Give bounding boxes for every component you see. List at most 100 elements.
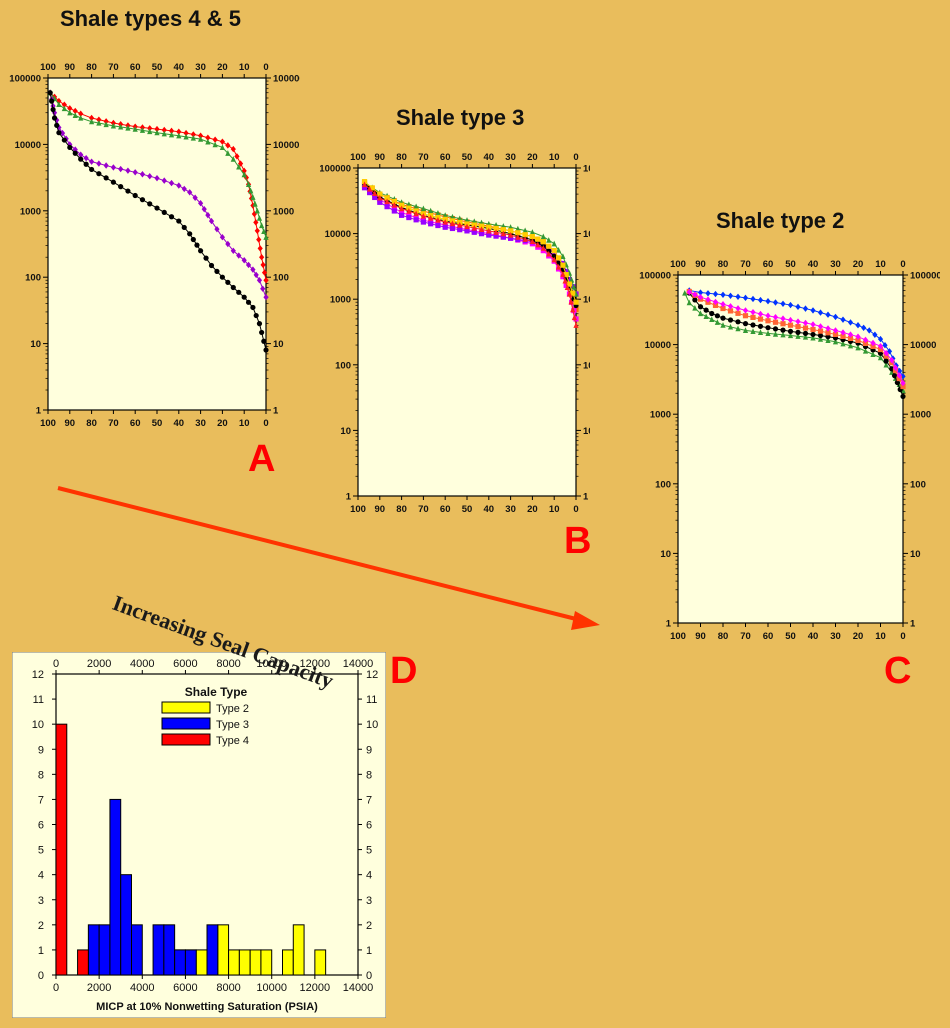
data-point	[825, 330, 831, 336]
data-point	[259, 254, 265, 261]
data-point	[570, 290, 576, 296]
data-point	[765, 298, 771, 305]
x-tick-label-top: 0	[263, 62, 268, 73]
x-tick-label-bottom: 0	[573, 504, 578, 515]
y-tick-label-right: 10	[366, 719, 378, 731]
x-tick-label-bottom: 50	[152, 418, 163, 429]
data-point	[250, 304, 256, 311]
y-tick-label-right: 9	[366, 744, 372, 756]
x-tick-label-bottom: 20	[527, 504, 538, 515]
data-point	[720, 301, 726, 308]
data-point	[529, 234, 535, 240]
data-point	[214, 225, 220, 233]
data-point	[817, 323, 824, 330]
data-point	[546, 237, 552, 243]
panel-label-c: C	[884, 650, 912, 692]
data-point	[254, 207, 260, 214]
y-tick-label-left: 100	[655, 479, 671, 490]
data-point	[832, 338, 839, 345]
y-tick-label-left: 5	[38, 845, 44, 857]
data-point	[810, 321, 816, 328]
data-point	[367, 185, 373, 192]
x-tick-label-top: 40	[484, 152, 495, 163]
data-point	[245, 181, 252, 187]
data-point	[877, 346, 884, 353]
data-point	[522, 227, 528, 234]
data-point	[449, 225, 456, 232]
data-point	[757, 316, 764, 322]
data-point	[96, 119, 102, 126]
data-point	[772, 330, 779, 337]
data-point	[261, 338, 267, 344]
legend-swatch	[161, 733, 211, 746]
x-axis-label: MICP at 10% Nonwetting Saturation (PSIA)	[96, 1001, 318, 1013]
x-tick-label-top: 90	[695, 259, 706, 270]
data-point	[132, 192, 138, 199]
y-tick-label-right: 10000	[583, 229, 590, 240]
data-point	[705, 290, 711, 297]
data-point	[190, 131, 196, 138]
data-point	[190, 236, 196, 243]
data-point	[83, 154, 89, 162]
x-tick-label-bottom: 12000	[300, 982, 331, 994]
data-point	[154, 125, 160, 133]
data-point	[147, 128, 153, 135]
y-tick-label-right: 5	[366, 845, 372, 857]
x-tick-label-bottom: 10	[875, 631, 886, 642]
data-point	[862, 347, 869, 354]
data-point	[692, 297, 698, 303]
x-tick-label-bottom: 30	[195, 418, 206, 429]
data-point	[709, 316, 715, 323]
y-tick-label-left: 10	[32, 719, 44, 731]
data-point	[735, 293, 741, 301]
data-point	[697, 310, 704, 317]
data-point	[540, 245, 546, 251]
data-point	[787, 322, 794, 328]
data-point	[765, 312, 771, 319]
data-point	[47, 90, 53, 96]
data-point	[254, 227, 260, 234]
y-tick-label-left: 10000	[645, 340, 671, 351]
data-point	[697, 293, 704, 301]
data-point	[457, 227, 463, 233]
data-point	[176, 182, 182, 189]
data-point	[256, 236, 262, 243]
data-point	[399, 205, 405, 212]
y-tick-label-left: 10	[660, 549, 671, 560]
data-point	[765, 325, 771, 331]
y-tick-label-left: 100	[335, 360, 351, 371]
y-tick-label-left: 100000	[9, 74, 41, 85]
data-point	[563, 272, 569, 278]
data-point	[72, 150, 78, 156]
data-point	[772, 313, 779, 321]
data-point	[250, 194, 256, 200]
data-point	[877, 354, 884, 361]
data-point	[51, 115, 58, 121]
data-point	[89, 114, 95, 122]
x-tick-label-bottom: 0	[900, 631, 905, 642]
data-point	[212, 136, 218, 143]
y-tick-label-left: 1	[36, 406, 42, 417]
y-tick-label-left: 0	[38, 970, 44, 982]
data-point	[795, 333, 801, 339]
data-point	[750, 314, 756, 321]
x-tick-label-bottom: 10	[239, 418, 250, 429]
data-point	[54, 122, 60, 128]
histogram-bar	[314, 949, 327, 976]
data-point	[61, 105, 67, 112]
x-tick-label-bottom: 100	[670, 631, 686, 642]
y-tick-label-left: 100	[25, 273, 41, 284]
data-point	[727, 292, 734, 299]
data-point	[566, 276, 573, 283]
data-point	[551, 240, 557, 247]
data-point	[825, 325, 831, 332]
x-tick-label-bottom: 10000	[256, 982, 287, 994]
y-tick-label-left: 1	[666, 619, 672, 630]
data-point	[176, 218, 182, 224]
data-point	[535, 241, 541, 248]
x-tick-label-top: 10	[239, 62, 250, 73]
data-point	[442, 218, 448, 225]
legend-label: Type 2	[216, 703, 249, 715]
chart-b-panel: 100 100 90 90 80 80 70 70 60 60 50 50 40 40 30 30 20 20 10…	[320, 140, 590, 520]
data-point	[870, 339, 876, 347]
